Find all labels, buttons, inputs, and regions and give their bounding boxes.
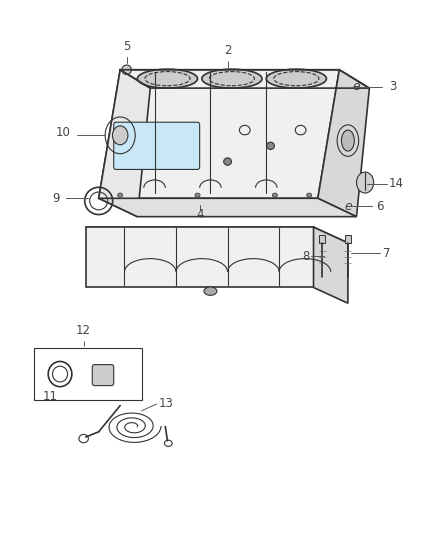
Text: 14: 14	[389, 177, 404, 190]
Ellipse shape	[204, 287, 217, 295]
Circle shape	[113, 126, 128, 145]
Bar	[319, 235, 325, 243]
Text: 3: 3	[389, 80, 396, 93]
Text: 13: 13	[159, 398, 174, 410]
FancyBboxPatch shape	[114, 122, 200, 169]
Ellipse shape	[79, 434, 88, 443]
Text: 10: 10	[56, 126, 71, 139]
Bar	[34, 348, 141, 400]
Ellipse shape	[195, 193, 200, 197]
Ellipse shape	[117, 193, 123, 197]
Polygon shape	[86, 227, 348, 243]
Text: 2: 2	[224, 44, 231, 56]
Ellipse shape	[122, 65, 131, 75]
Text: 8: 8	[302, 249, 309, 263]
Ellipse shape	[224, 158, 231, 165]
Text: 4: 4	[196, 207, 203, 221]
Text: 6: 6	[376, 200, 383, 213]
Text: e: e	[353, 80, 360, 93]
Text: 7: 7	[383, 247, 391, 260]
Ellipse shape	[267, 142, 275, 149]
Ellipse shape	[138, 69, 198, 88]
Text: e: e	[344, 200, 352, 213]
Bar	[345, 235, 351, 243]
Text: 11: 11	[43, 390, 58, 403]
Polygon shape	[99, 70, 150, 216]
Polygon shape	[314, 227, 348, 303]
Text: 12: 12	[76, 324, 91, 337]
Text: 9: 9	[53, 192, 60, 205]
Ellipse shape	[164, 440, 172, 447]
Polygon shape	[99, 198, 357, 216]
Polygon shape	[99, 70, 339, 198]
Circle shape	[357, 172, 374, 193]
Ellipse shape	[342, 130, 354, 151]
Ellipse shape	[272, 193, 277, 197]
Ellipse shape	[307, 193, 312, 197]
Polygon shape	[86, 227, 314, 287]
FancyBboxPatch shape	[92, 365, 114, 385]
Ellipse shape	[266, 69, 326, 88]
Text: 5: 5	[123, 40, 131, 53]
Polygon shape	[318, 70, 369, 216]
Ellipse shape	[202, 69, 262, 88]
